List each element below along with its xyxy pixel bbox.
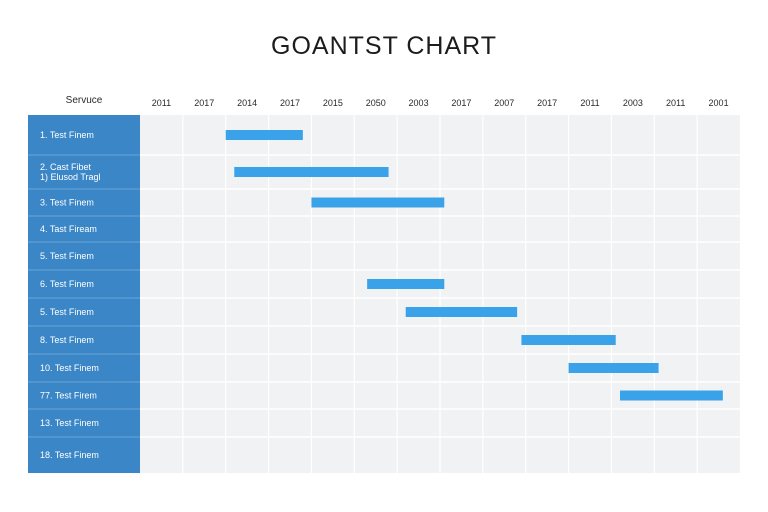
gantt-bar: [521, 335, 616, 345]
row-label: 13. Test Finem: [40, 418, 99, 428]
row-label: 4. Tast Fiream: [40, 224, 97, 234]
column-header: 2011: [666, 98, 685, 108]
gantt-bar: [225, 130, 303, 140]
row-label: 8. Test Finem: [40, 335, 94, 345]
row-label: 2. Cast Fibet: [40, 162, 92, 172]
gantt-bar: [367, 279, 445, 289]
column-header: 2007: [494, 98, 514, 108]
row-label: 1. Test Finem: [40, 130, 94, 140]
label-column-bg: [28, 115, 140, 473]
column-header: 2011: [580, 98, 599, 108]
column-header: 2017: [194, 98, 214, 108]
row-label: 3. Test Finem: [40, 198, 94, 208]
column-header: 2015: [323, 98, 343, 108]
column-header: 2017: [280, 98, 300, 108]
gantt-bar: [311, 197, 445, 208]
chart-title: GOANTST CHART: [271, 32, 497, 60]
row-label-column: [28, 115, 140, 473]
row-label: 5. Test Finem: [40, 307, 94, 317]
row-label: 18. Test Finem: [40, 450, 99, 460]
column-header: 2014: [237, 98, 257, 108]
column-header: 2017: [537, 98, 557, 108]
column-header: 2003: [623, 98, 643, 108]
row-label: 5. Test Finem: [40, 251, 94, 261]
column-header: 2001: [709, 98, 729, 108]
column-header: 2017: [451, 98, 471, 108]
gantt-bar: [234, 167, 389, 177]
gantt-bars: [225, 130, 723, 401]
row-label: 6. Test Finem: [40, 279, 94, 289]
column-headers: 2011 2017 2014 2017 2015 2050 2003 2017 2007 2017…: [152, 98, 729, 108]
column-header: 2011: [152, 98, 171, 108]
gantt-bar: [405, 307, 518, 317]
column-header: 2003: [409, 98, 429, 108]
row-header-label: Servuce: [65, 95, 103, 106]
gantt-bar: [568, 363, 659, 373]
row-label: 10. Test Finem: [40, 363, 99, 373]
gantt-bar: [620, 390, 723, 401]
row-label: 77. Test Firem: [40, 391, 97, 401]
row-label: 1) Elusod Tragl: [40, 172, 101, 182]
chart-grid: [140, 115, 740, 473]
column-header: 2050: [366, 98, 386, 108]
